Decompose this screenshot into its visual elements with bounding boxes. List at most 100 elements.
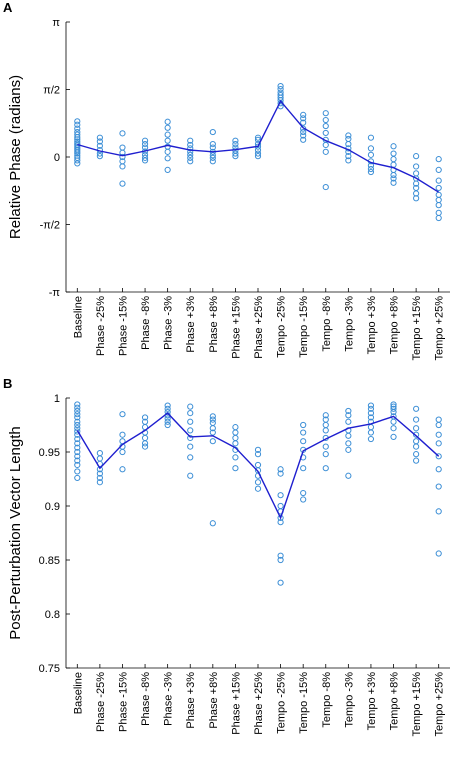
category-label: Phase +8% xyxy=(208,672,220,729)
data-point xyxy=(164,155,171,162)
data-point xyxy=(322,129,329,137)
data-point xyxy=(96,138,103,145)
data-point xyxy=(300,438,307,445)
category-label: Phase -25% xyxy=(95,672,107,732)
data-point xyxy=(367,429,375,436)
data-point xyxy=(187,418,194,425)
data-point xyxy=(413,443,420,450)
data-point xyxy=(232,153,239,160)
data-point xyxy=(141,440,149,447)
data-point xyxy=(300,128,307,136)
y-axis-label: Relative Phase (radians) xyxy=(7,75,24,239)
data-point xyxy=(74,150,81,157)
data-point xyxy=(435,214,442,222)
data-point xyxy=(277,470,284,477)
category-label: Phase +25% xyxy=(253,296,265,359)
data-point xyxy=(209,158,216,165)
category-label: Tempo +3% xyxy=(366,672,378,731)
data-point xyxy=(367,168,375,176)
data-point xyxy=(367,151,375,158)
category-label: Tempo +25% xyxy=(434,672,446,737)
data-point xyxy=(390,161,397,168)
data-point xyxy=(413,438,420,445)
category-label: Tempo +3% xyxy=(366,296,378,355)
data-point xyxy=(345,440,352,447)
data-point xyxy=(254,479,262,486)
data-point xyxy=(119,144,126,151)
data-point xyxy=(322,116,329,124)
data-point xyxy=(187,151,194,158)
data-point xyxy=(322,443,329,450)
data-point xyxy=(435,202,442,209)
y-tick-label: π/2 xyxy=(43,84,60,96)
data-point xyxy=(300,421,307,429)
data-point xyxy=(254,461,262,469)
data-point xyxy=(209,416,216,423)
mean-line xyxy=(76,412,440,520)
data-point xyxy=(435,191,442,198)
data-point xyxy=(435,166,442,173)
y-tick-label: π xyxy=(52,17,60,29)
data-point xyxy=(413,405,420,412)
data-point xyxy=(74,121,81,128)
category-label: Tempo -3% xyxy=(343,672,355,728)
data-point xyxy=(119,411,126,418)
data-point xyxy=(300,136,307,143)
data-point xyxy=(74,160,81,167)
category-label: Tempo +25% xyxy=(434,296,446,361)
data-point xyxy=(164,405,171,412)
data-point xyxy=(254,134,262,141)
category-label: Baseline xyxy=(72,296,84,338)
category-label: Tempo -25% xyxy=(276,296,288,358)
category-label: Phase +8% xyxy=(208,296,220,353)
data-point xyxy=(345,132,352,139)
data-point xyxy=(300,115,307,122)
data-point xyxy=(232,137,239,144)
data-point xyxy=(74,453,81,460)
category-label: Phase -15% xyxy=(117,672,129,732)
data-point xyxy=(187,141,194,149)
data-point xyxy=(322,183,329,191)
data-point xyxy=(187,154,194,161)
data-point xyxy=(119,130,126,137)
data-point xyxy=(367,165,375,173)
data-point xyxy=(277,492,284,499)
y-tick-label: 0.75 xyxy=(39,663,60,675)
panel-letter-a: A xyxy=(3,0,13,15)
category-label: Phase +25% xyxy=(253,672,265,735)
category-label: Tempo -25% xyxy=(276,672,288,734)
data-point xyxy=(435,421,442,429)
data-point xyxy=(300,111,307,118)
data-point xyxy=(96,479,103,486)
data-point xyxy=(277,466,284,473)
data-point xyxy=(164,418,171,425)
category-label: Phase +15% xyxy=(230,672,242,735)
category-label: Phase -25% xyxy=(95,296,107,356)
data-point xyxy=(254,147,262,154)
data-point xyxy=(74,461,81,469)
data-point xyxy=(277,86,284,93)
data-point xyxy=(232,454,239,461)
data-point xyxy=(187,148,194,155)
data-point xyxy=(435,508,442,515)
data-point xyxy=(435,209,442,216)
data-point xyxy=(413,170,420,177)
data-point xyxy=(74,440,81,447)
data-point xyxy=(209,419,216,426)
y-tick-label: 0.95 xyxy=(39,447,60,459)
data-point xyxy=(345,157,352,164)
data-point xyxy=(74,414,81,421)
data-point xyxy=(209,141,216,148)
data-point xyxy=(277,82,284,90)
data-point xyxy=(232,141,239,148)
data-point xyxy=(300,465,307,472)
data-point xyxy=(435,453,442,460)
data-point xyxy=(96,466,103,473)
data-point xyxy=(209,144,216,151)
data-point xyxy=(164,421,171,429)
data-point xyxy=(345,153,352,160)
data-point xyxy=(254,485,262,492)
data-point xyxy=(141,443,149,450)
data-point xyxy=(435,431,442,438)
data-point xyxy=(164,408,171,416)
